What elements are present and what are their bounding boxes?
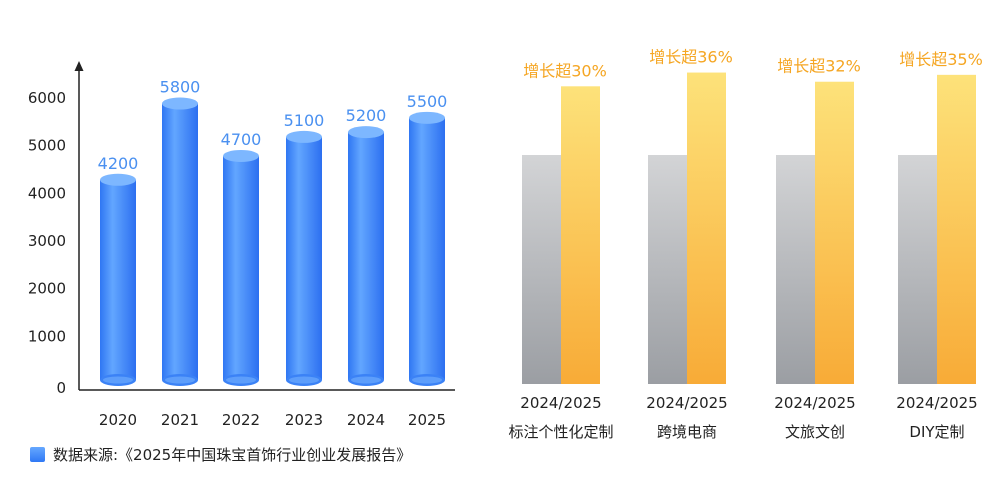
category-label: 文旅文创 [785, 423, 845, 441]
growth-label: 增长超36% [649, 48, 733, 67]
bar-top [162, 97, 198, 110]
year-label: 2024/2025 [774, 394, 855, 412]
x-tick-label: 2023 [285, 411, 323, 429]
x-tick-label: 2024 [347, 411, 385, 429]
bar-group-1 [522, 86, 600, 385]
bar-base-highlight [165, 376, 195, 384]
y-tick-label: 1000 [28, 327, 66, 345]
legend-swatch [30, 447, 45, 462]
data-source-note: 数据来源:《2025年中国珠宝首饰行业创业发展报告》 [30, 444, 411, 465]
x-tick-label: 2021 [161, 411, 199, 429]
bar-group-4 [898, 74, 976, 384]
bar-2024 [776, 155, 815, 384]
y-tick-label: 3000 [28, 232, 66, 250]
data-label: 5100 [284, 111, 325, 130]
bar-base-highlight [412, 376, 442, 384]
year-label: 2024/2025 [896, 394, 977, 412]
bar-body [100, 179, 136, 380]
bar-base-highlight [289, 376, 319, 384]
year-label: 2024/2025 [520, 394, 601, 412]
bar-body [286, 136, 322, 380]
category-label: 跨境电商 [657, 423, 717, 441]
data-source-text: 数据来源:《2025年中国珠宝首饰行业创业发展报告》 [53, 446, 412, 464]
y-tick-label: 5000 [28, 137, 66, 155]
data-label: 5500 [407, 92, 448, 111]
cylinder-bar-2023 [286, 130, 322, 386]
bar-body [409, 117, 445, 380]
bar-2025 [561, 86, 600, 385]
data-label: 4200 [98, 154, 139, 173]
year-label: 2024/2025 [646, 394, 727, 412]
bar-body [223, 155, 259, 380]
x-tick-label: 2020 [99, 411, 137, 429]
bar-2024 [522, 155, 561, 384]
bar-body [348, 132, 384, 380]
bar-2025 [687, 72, 726, 384]
growth-label: 增长超32% [777, 57, 861, 76]
bar-top [100, 173, 136, 186]
bar-base-highlight [103, 376, 133, 384]
growth-label: 增长超30% [523, 61, 607, 80]
bar-base-highlight [226, 376, 256, 384]
bar-top [223, 149, 259, 162]
growth-label: 增长超35% [899, 50, 983, 69]
y-tick-label: 2000 [28, 280, 66, 298]
cylinder-bar-2021 [162, 97, 198, 386]
cylinder-bar-2022 [223, 149, 259, 386]
category-label: DIY定制 [909, 423, 964, 441]
x-tick-label: 2022 [222, 411, 260, 429]
comparison-bar-chart: 增长超30% 2024/2025 标注个性化定制 增长超36% 2024/2025 跨境电… [508, 48, 983, 441]
bar-base-highlight [351, 376, 381, 384]
y-axis-arrow [74, 61, 84, 71]
cylinder-bar-chart: 0 1000 2000 3000 4000 5000 6000 4200 5800 4700 51… [28, 61, 455, 429]
bar-top [286, 130, 322, 143]
bar-top [348, 126, 384, 139]
category-label: 标注个性化定制 [508, 423, 613, 441]
cylinder-bar-2020 [100, 173, 136, 386]
bar-group-2 [648, 72, 726, 384]
cylinder-bar-2025 [409, 111, 445, 386]
data-label: 4700 [221, 130, 262, 149]
bar-top [409, 111, 445, 124]
y-tick-label: 6000 [28, 89, 66, 107]
bar-2024 [898, 155, 937, 384]
data-label: 5200 [346, 106, 387, 125]
y-tick-label: 4000 [28, 184, 66, 202]
bar-body [162, 103, 198, 381]
x-tick-label: 2025 [408, 411, 446, 429]
bar-2025 [937, 74, 976, 384]
cylinder-bar-2024 [348, 126, 384, 386]
bar-2024 [648, 155, 687, 384]
bar-2025 [815, 81, 854, 384]
data-label: 5800 [160, 78, 201, 97]
bar-group-3 [776, 81, 854, 384]
y-tick-label: 0 [56, 379, 66, 397]
